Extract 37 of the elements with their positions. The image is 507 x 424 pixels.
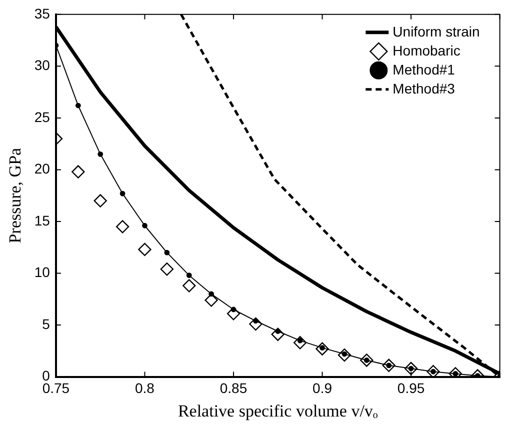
legend-label: Uniform strain: [392, 23, 480, 40]
point: [72, 165, 85, 178]
point: [249, 317, 262, 331]
point: [293, 336, 307, 350]
y-tick-label: 30: [34, 57, 50, 74]
point: [226, 307, 240, 320]
x-tick-label: 0.85: [220, 380, 248, 396]
point: [138, 242, 152, 256]
y-tick-label: 35: [34, 5, 50, 22]
point: [182, 279, 196, 292]
legend-label: Method#1: [392, 61, 456, 78]
point: [160, 262, 174, 276]
point: [404, 362, 418, 376]
x-axis-title: Relative specific volume v/vₒ: [178, 401, 378, 420]
y-tick-label: 10: [34, 264, 50, 280]
point: [271, 328, 284, 341]
y-tick-label: 20: [34, 160, 50, 177]
point: [186, 272, 192, 278]
x-tick-label: 0.95: [397, 380, 425, 396]
point: [94, 194, 107, 208]
point: [164, 250, 170, 256]
point: [116, 220, 130, 234]
y-axis-title: Pressure, GPa: [6, 147, 25, 244]
x-tick-label: 0.8: [135, 380, 155, 396]
point: [338, 348, 352, 362]
point: [75, 102, 81, 108]
legend-label: Method#3: [392, 80, 456, 96]
point: [98, 151, 104, 157]
point: [142, 222, 148, 228]
legend-label: Homobaric: [392, 42, 460, 58]
y-tick-label: 25: [34, 108, 50, 125]
point: [316, 342, 329, 356]
x-tick-label: 0.9: [312, 380, 332, 396]
point: [120, 190, 126, 196]
point: [204, 294, 218, 307]
y-tick-label: 15: [34, 212, 50, 228]
y-tick-label: 5: [42, 316, 50, 332]
